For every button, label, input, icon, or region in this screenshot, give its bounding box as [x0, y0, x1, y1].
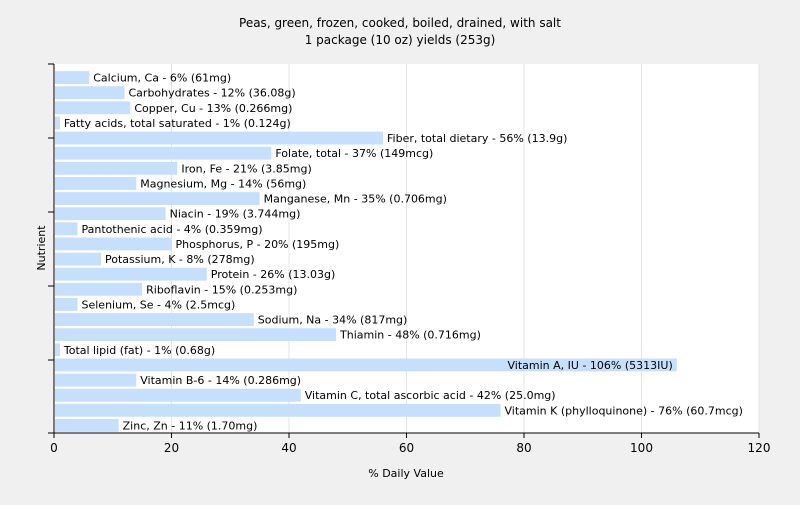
bar: [55, 419, 119, 432]
bar: [55, 358, 677, 372]
bar-label: Vitamin A, IU - 106% (5313IU): [508, 359, 673, 372]
bar-label: Vitamin K (phylloquinone) - 76% (60.7mcg…: [505, 404, 743, 417]
bar: [55, 237, 172, 251]
bar-label: Zinc, Zn - 11% (1.70mg): [123, 419, 258, 432]
bar: [55, 116, 60, 130]
bar: [55, 222, 78, 236]
x-tick-label: 80: [516, 441, 531, 455]
bar: [55, 343, 60, 357]
x-axis-label: % Daily Value: [368, 467, 444, 480]
bar: [55, 252, 101, 266]
bar: [55, 101, 131, 115]
bar-label: Iron, Fe - 21% (3.85mg): [181, 162, 311, 175]
bar-label: Copper, Cu - 13% (0.266mg): [134, 102, 292, 115]
bar: [55, 207, 166, 221]
bar-label: Riboflavin - 15% (0.253mg): [146, 283, 297, 296]
bar: [55, 267, 207, 281]
bar: [55, 146, 272, 160]
bar-label: Total lipid (fat) - 1% (0.68g): [63, 344, 215, 357]
bar-label: Selenium, Se - 4% (2.5mcg): [82, 298, 236, 311]
x-tick-label: 20: [164, 441, 179, 455]
bar: [55, 192, 260, 205]
bar: [55, 161, 178, 175]
bar-label: Protein - 26% (13.03g): [211, 268, 336, 281]
bar: [55, 298, 78, 311]
bar-label: Calcium, Ca - 6% (61mg): [93, 72, 231, 85]
bar: [55, 131, 383, 145]
bar-label: Carbohydrates - 12% (36.08g): [129, 87, 296, 100]
chart-subtitle: 1 package (10 oz) yields (253g): [305, 33, 496, 47]
bar-label: Magnesium, Mg - 14% (56mg): [140, 177, 306, 190]
x-axis-ticks: 0 20 40 60 80 100 120: [50, 433, 770, 455]
bar-label: Fiber, total dietary - 56% (13.9g): [387, 132, 567, 145]
y-axis-ticks: [48, 63, 54, 434]
x-tick-label: 0: [50, 441, 58, 455]
bar-label: Phosphorus, P - 20% (195mg): [176, 238, 340, 251]
chart-title: Peas, green, frozen, cooked, boiled, dra…: [239, 16, 561, 30]
bar: [55, 313, 254, 326]
x-tick-label: 40: [281, 441, 296, 455]
bar: [55, 328, 336, 342]
bar-label: Vitamin B-6 - 14% (0.286mg): [140, 374, 301, 387]
bar-label: Folate, total - 37% (149mcg): [275, 147, 433, 160]
bar-label: Potassium, K - 8% (278mg): [105, 253, 255, 266]
bar-label: Manganese, Mn - 35% (0.706mg): [264, 193, 447, 206]
bars: Calcium, Ca - 6% (61mg) Carbohydrates - 1…: [55, 71, 743, 432]
bar: [55, 71, 90, 84]
x-tick-label: 60: [399, 441, 414, 455]
bar: [55, 373, 137, 387]
bar-label: Thiamin - 48% (0.716mg): [339, 329, 481, 342]
y-axis-label: Nutrient: [35, 225, 48, 271]
bar-label: Vitamin C, total ascorbic acid - 42% (25…: [305, 389, 556, 402]
bar: [55, 282, 143, 296]
bar-label: Fatty acids, total saturated - 1% (0.124…: [64, 117, 291, 130]
bar: [55, 403, 501, 417]
bar: [55, 86, 125, 100]
bar-label: Niacin - 19% (3.744mg): [170, 208, 301, 221]
bar-label: Pantothenic acid - 4% (0.359mg): [82, 223, 263, 236]
bar: [55, 388, 301, 402]
bar-label: Sodium, Na - 34% (817mg): [258, 314, 408, 327]
x-tick-label: 120: [748, 441, 771, 455]
x-tick-label: 100: [630, 441, 653, 455]
bar: [55, 177, 137, 190]
